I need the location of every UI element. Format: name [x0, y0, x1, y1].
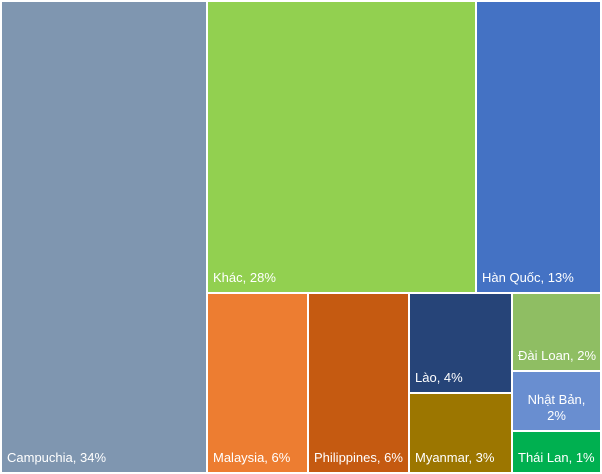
treemap-tile-han-quoc: Hàn Quốc, 13% — [477, 2, 600, 292]
treemap-label-line: Khác, 28% — [213, 270, 276, 285]
treemap-tile-khac: Khác, 28% — [208, 2, 475, 292]
treemap-tile-nhat-ban: Nhật Bản, 2% — [513, 372, 600, 430]
treemap-tile-myanmar: Myanmar, 3% — [410, 394, 511, 472]
treemap-rect-lao — [410, 294, 511, 392]
treemap-label-han-quoc: Hàn Quốc, 13% — [482, 270, 574, 285]
treemap-label-malaysia: Malaysia, 6% — [213, 450, 291, 465]
treemap-label-khac: Khác, 28% — [213, 270, 276, 285]
treemap-tile-philippines: Philippines, 6% — [309, 294, 408, 472]
treemap-rect-campuchia — [2, 2, 206, 472]
treemap-label-line: Malaysia, 6% — [213, 450, 291, 465]
treemap-label-line: Myanmar, 3% — [415, 450, 495, 465]
treemap-label-line: Philippines, 6% — [314, 450, 403, 465]
treemap-label-nhat-ban: Nhật Bản, 2% — [528, 392, 586, 423]
treemap-label-line: Nhật Bản, — [528, 392, 586, 407]
treemap-label-line: Thái Lan, 1% — [518, 450, 595, 465]
treemap-rect-malaysia — [208, 294, 307, 472]
treemap-label-campuchia: Campuchia, 34% — [7, 450, 106, 465]
treemap-label-myanmar: Myanmar, 3% — [415, 450, 495, 465]
treemap-tile-campuchia: Campuchia, 34% — [2, 2, 206, 472]
treemap-label-line: 2% — [547, 408, 566, 423]
treemap-rect-khac — [208, 2, 475, 292]
treemap-label-lao: Lào, 4% — [415, 370, 463, 385]
treemap-rect-han-quoc — [477, 2, 600, 292]
treemap-label-philippines: Philippines, 6% — [314, 450, 403, 465]
treemap-label-line: Lào, 4% — [415, 370, 463, 385]
treemap-tile-dai-loan: Đài Loan, 2% — [513, 294, 600, 370]
treemap-tile-malaysia: Malaysia, 6% — [208, 294, 307, 472]
treemap-label-line: Hàn Quốc, 13% — [482, 270, 574, 285]
treemap-label-dai-loan: Đài Loan, 2% — [518, 348, 596, 363]
treemap-tile-thai-lan: Thái Lan, 1% — [513, 432, 600, 472]
treemap-label-thai-lan: Thái Lan, 1% — [518, 450, 595, 465]
treemap-label-line: Đài Loan, 2% — [518, 348, 596, 363]
treemap-rect-nhat-ban — [513, 372, 600, 430]
treemap-rect-thai-lan — [513, 432, 600, 472]
treemap-rect-myanmar — [410, 394, 511, 472]
treemap-rect-philippines — [309, 294, 408, 472]
treemap-tile-lao: Lào, 4% — [410, 294, 511, 392]
treemap-label-line: Campuchia, 34% — [7, 450, 106, 465]
treemap-rect-dai-loan — [513, 294, 600, 370]
